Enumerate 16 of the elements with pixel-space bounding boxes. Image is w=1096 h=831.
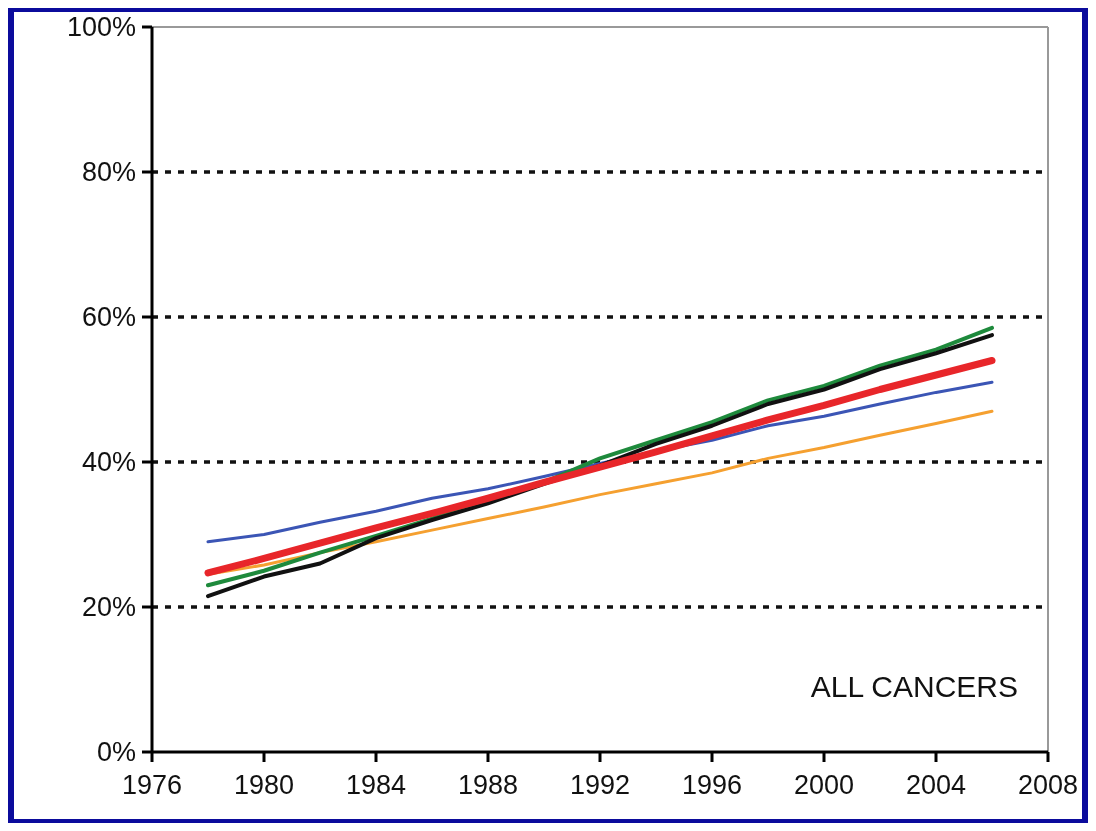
x-tick-label: 1976	[121, 770, 183, 800]
annotation: ALL CANCERS	[810, 670, 1018, 703]
y-tick-label: 60%	[81, 302, 136, 333]
x-tick-label: 1988	[457, 770, 519, 800]
x-tick-label: 2004	[905, 770, 967, 800]
y-tick-label: 0%	[96, 737, 136, 768]
x-tick-label: 1980	[233, 770, 295, 800]
x-tick-label: 2008	[1017, 770, 1079, 800]
x-tick-label: 2000	[793, 770, 855, 800]
y-tick-label: 100%	[66, 12, 136, 43]
x-tick-label: 1992	[569, 770, 631, 800]
y-tick-label: 80%	[81, 157, 136, 188]
x-tick-label: 1984	[345, 770, 407, 800]
x-tick-label: 1996	[681, 770, 743, 800]
y-tick-label: 20%	[81, 592, 136, 623]
y-tick-label: 40%	[81, 447, 136, 478]
